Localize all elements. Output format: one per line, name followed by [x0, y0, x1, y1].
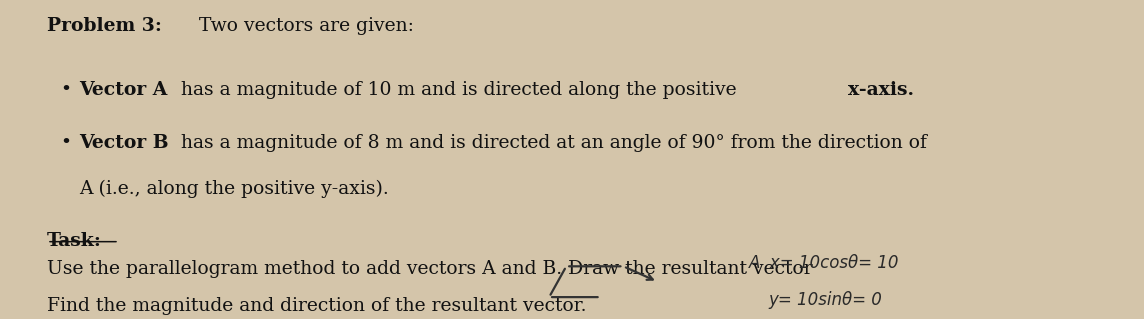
Text: Two vectors are given:: Two vectors are given:	[193, 17, 414, 35]
Text: y= 10sinθ= 0: y= 10sinθ= 0	[769, 291, 882, 309]
Text: Vector A: Vector A	[79, 81, 167, 100]
Text: A (i.e., along the positive y-axis).: A (i.e., along the positive y-axis).	[79, 180, 389, 198]
Text: x-axis.: x-axis.	[848, 81, 914, 100]
Text: Use the parallelogram method to add vectors A and B. Draw the resultant vector: Use the parallelogram method to add vect…	[47, 260, 812, 278]
Text: Task:: Task:	[47, 233, 102, 250]
Text: •: •	[61, 81, 72, 100]
Text: •: •	[61, 134, 72, 152]
Text: Problem 3:: Problem 3:	[47, 17, 162, 35]
Text: Find the magnitude and direction of the resultant vector.: Find the magnitude and direction of the …	[47, 297, 587, 315]
Text: has a magnitude of 8 m and is directed at an angle of 90° from the direction of: has a magnitude of 8 m and is directed a…	[175, 134, 927, 152]
Text: has a magnitude of 10 m and is directed along the positive: has a magnitude of 10 m and is directed …	[175, 81, 742, 100]
Text: A  x= 10cosθ= 10: A x= 10cosθ= 10	[749, 254, 899, 272]
Text: Vector B: Vector B	[79, 134, 168, 152]
